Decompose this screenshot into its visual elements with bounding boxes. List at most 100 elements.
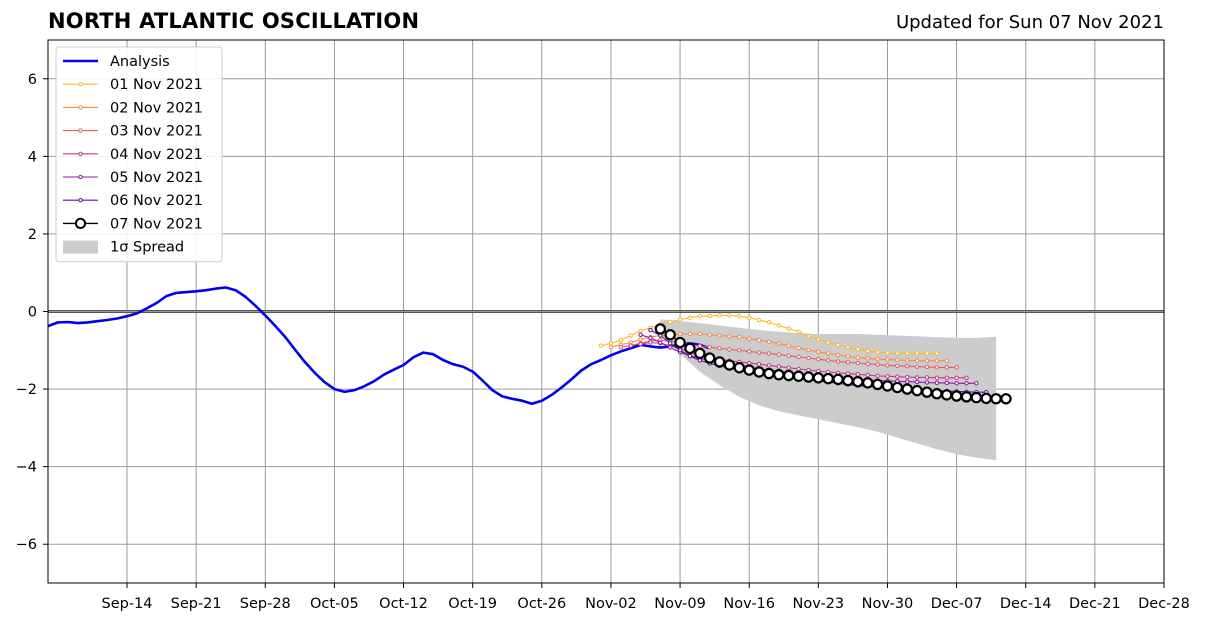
data-point bbox=[816, 349, 821, 355]
data-point bbox=[766, 339, 772, 344]
data-point bbox=[796, 329, 801, 334]
data-point bbox=[944, 375, 949, 381]
data-point bbox=[944, 365, 949, 370]
series-lines bbox=[47, 286, 1012, 406]
x-tick-label: Sep-21 bbox=[171, 596, 222, 612]
data-point bbox=[885, 350, 890, 356]
data-point bbox=[786, 326, 791, 331]
x-tick-label: Dec-28 bbox=[1138, 596, 1190, 612]
legend-marker bbox=[78, 128, 83, 133]
data-point bbox=[717, 313, 722, 318]
data-point bbox=[855, 372, 861, 377]
data-point bbox=[786, 353, 791, 358]
data-point bbox=[990, 393, 1002, 405]
legend-entry: 01 Nov 2021 bbox=[63, 77, 203, 93]
data-point bbox=[717, 333, 722, 338]
legend-entry: 03 Nov 2021 bbox=[63, 124, 203, 140]
data-point bbox=[697, 313, 703, 319]
data-point bbox=[618, 344, 624, 350]
data-point bbox=[845, 360, 851, 365]
legend-entry: 02 Nov 2021 bbox=[63, 100, 203, 116]
data-point bbox=[934, 380, 940, 386]
data-point bbox=[707, 332, 712, 337]
data-point bbox=[865, 348, 870, 354]
data-point bbox=[855, 355, 861, 360]
data-point bbox=[717, 346, 722, 351]
data-point bbox=[914, 375, 920, 380]
data-point bbox=[895, 374, 900, 379]
legend-marker bbox=[78, 198, 83, 203]
data-point bbox=[713, 356, 726, 368]
data-point bbox=[674, 336, 686, 349]
data-point bbox=[638, 341, 643, 347]
legend-label: Analysis bbox=[110, 54, 170, 70]
x-tick-label: Dec-21 bbox=[1069, 596, 1121, 612]
data-point bbox=[658, 340, 663, 345]
data-point bbox=[832, 373, 844, 386]
data-point bbox=[776, 352, 782, 357]
data-point bbox=[835, 352, 841, 358]
data-point bbox=[845, 354, 851, 359]
data-point bbox=[901, 383, 913, 395]
data-point bbox=[628, 343, 633, 348]
y-tick-label: 2 bbox=[28, 227, 37, 243]
data-point bbox=[944, 358, 949, 363]
data-point bbox=[970, 391, 983, 404]
y-tick-label: −4 bbox=[16, 460, 37, 476]
data-point bbox=[756, 350, 762, 355]
data-point bbox=[796, 366, 801, 372]
data-point bbox=[786, 365, 791, 370]
data-point bbox=[756, 338, 762, 343]
data-point bbox=[786, 343, 791, 348]
data-point bbox=[924, 375, 930, 380]
data-point bbox=[737, 313, 742, 319]
data-point bbox=[875, 373, 880, 379]
data-point bbox=[905, 351, 910, 356]
data-point bbox=[954, 365, 959, 370]
data-point bbox=[905, 363, 910, 369]
data-point bbox=[776, 341, 782, 346]
x-tick-label: Oct-26 bbox=[517, 596, 566, 612]
data-point bbox=[835, 342, 841, 348]
legend-entry: Analysis bbox=[63, 54, 170, 70]
spread-band bbox=[660, 319, 997, 460]
data-point bbox=[638, 328, 643, 334]
data-point bbox=[677, 317, 683, 322]
series-line bbox=[47, 286, 711, 406]
data-point bbox=[766, 363, 772, 368]
series-0 bbox=[47, 286, 711, 406]
legend-label: 04 Nov 2021 bbox=[110, 147, 203, 163]
x-tick-label: Nov-30 bbox=[862, 596, 914, 612]
data-point bbox=[862, 377, 874, 389]
x-tick-label: Sep-28 bbox=[240, 596, 291, 612]
data-point bbox=[964, 381, 969, 386]
data-point bbox=[733, 362, 746, 374]
data-point bbox=[914, 364, 920, 369]
data-point bbox=[914, 351, 920, 356]
data-point bbox=[747, 349, 752, 354]
data-point bbox=[743, 364, 755, 376]
data-point bbox=[924, 364, 930, 370]
legend-label: 1σ Spread bbox=[110, 240, 184, 256]
data-point bbox=[664, 329, 676, 341]
data-point bbox=[842, 374, 854, 387]
data-point bbox=[806, 347, 811, 353]
legend-label: 05 Nov 2021 bbox=[110, 170, 203, 186]
data-point bbox=[776, 323, 782, 328]
x-tick-label: Nov-23 bbox=[793, 596, 845, 612]
y-tick-label: 4 bbox=[28, 149, 37, 165]
legend-label: 01 Nov 2021 bbox=[110, 77, 203, 93]
axis-ticks: Sep-14 Sep-21 Sep-28 Oct-05 Oct-12 Oct-19 Oct-… bbox=[16, 72, 1190, 612]
x-tick-label: Oct-12 bbox=[379, 596, 428, 612]
x-tick-label: Oct-19 bbox=[448, 596, 497, 612]
data-point bbox=[924, 380, 930, 385]
data-point bbox=[727, 334, 732, 339]
data-point bbox=[654, 323, 667, 335]
data-point bbox=[608, 344, 614, 350]
legend-entry-spread: 1σ Spread bbox=[63, 240, 184, 256]
data-point bbox=[783, 369, 795, 382]
data-point bbox=[707, 313, 712, 318]
spread-area bbox=[660, 319, 997, 460]
legend-label: 07 Nov 2021 bbox=[110, 216, 203, 232]
